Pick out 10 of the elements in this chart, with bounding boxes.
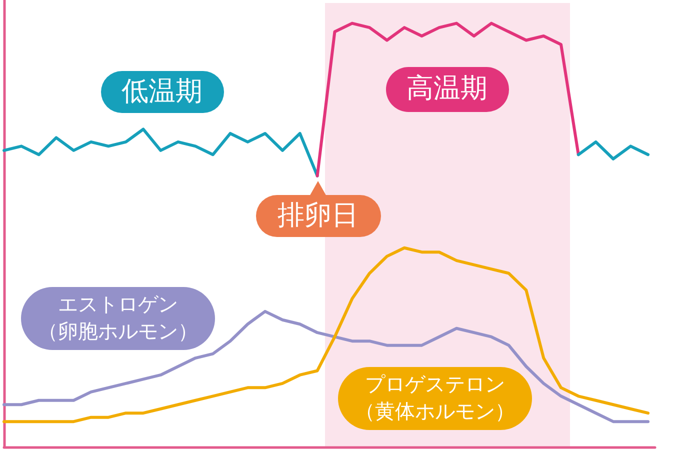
series-label: エストロゲン（卵胞ホルモン） [38,291,198,345]
callout: 排卵日 [256,181,380,237]
series-label: 高温期 [406,72,488,106]
label-pill: エストロゲン（卵胞ホルモン） [21,286,215,350]
label-pill: 高温期 [386,66,508,112]
annotation: 排卵日 [278,199,358,233]
label-pill: 低温期 [100,71,224,113]
label-pill: プロゲステロン（黄体ホルモン） [338,366,532,430]
series-label: プロゲステロン（黄体ホルモン） [355,371,515,425]
series-label: 低温期 [122,75,202,109]
